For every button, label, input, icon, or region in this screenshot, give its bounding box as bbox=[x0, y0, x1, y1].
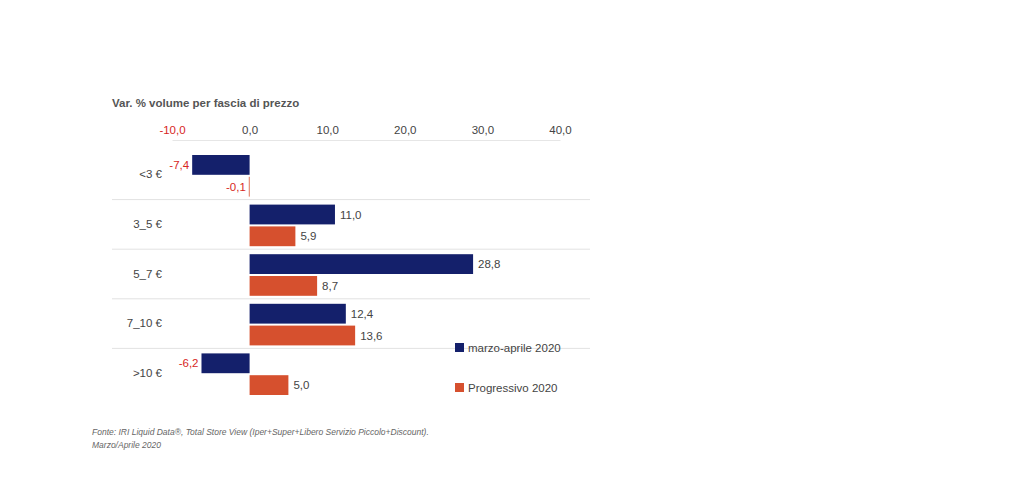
y-axis: <3 € 3_5 € 5_7 € 7_10 € >10 € bbox=[127, 168, 172, 378]
x-tick-label: -10,0 bbox=[159, 124, 185, 136]
data-label: 5,9 bbox=[300, 230, 316, 242]
bar bbox=[201, 353, 249, 373]
x-tick: 30,0 bbox=[472, 124, 494, 140]
legend-label: Progressivo 2020 bbox=[468, 382, 558, 394]
y-tick-label: 7_10 € bbox=[127, 317, 163, 329]
x-tick-label: 30,0 bbox=[472, 124, 494, 136]
x-axis: -10,0 0,0 10,0 20,0 30,0 40,0 bbox=[159, 124, 571, 141]
bar bbox=[250, 276, 318, 296]
bar bbox=[248, 177, 250, 197]
data-label: 8,7 bbox=[322, 280, 338, 292]
row-separator bbox=[112, 298, 590, 299]
data-label: 11,0 bbox=[340, 209, 362, 221]
x-tick-label: 20,0 bbox=[394, 124, 416, 136]
row-separators bbox=[112, 200, 590, 349]
y-tick: <3 € bbox=[139, 168, 172, 180]
legend-swatch bbox=[455, 343, 464, 352]
data-labels: -7,4 11,0 28,8 12,4 -6,2 -0,1 5,9 8,7 13,6 5,0 bbox=[169, 159, 500, 391]
source-note: Fonte: IRI Liquid Data®, Total Store Vie… bbox=[92, 427, 429, 450]
x-tick: -10,0 bbox=[159, 124, 185, 140]
annotation: Marzo/Aprile 2020 bbox=[92, 440, 161, 450]
data-label: -7,4 bbox=[169, 159, 189, 171]
row-separator bbox=[112, 199, 590, 200]
y-tick-label: <3 € bbox=[139, 168, 162, 180]
data-label: 12,4 bbox=[351, 308, 374, 320]
data-label: 13,6 bbox=[360, 330, 382, 342]
x-axis-line bbox=[173, 140, 561, 141]
data-label: 28,8 bbox=[478, 258, 500, 270]
data-label: -6,2 bbox=[179, 357, 199, 369]
bar bbox=[250, 205, 335, 225]
legend-label: marzo-aprile 2020 bbox=[468, 342, 561, 354]
annotation: Fonte: IRI Liquid Data®, Total Store Vie… bbox=[92, 427, 429, 437]
chart-title: Var. % volume per fascia di prezzo bbox=[112, 97, 299, 109]
y-tick: 3_5 € bbox=[133, 218, 172, 230]
bars bbox=[192, 155, 473, 395]
bar-series bbox=[192, 155, 473, 373]
row-separator bbox=[112, 249, 590, 250]
bar bbox=[250, 304, 346, 324]
bar bbox=[250, 375, 289, 395]
data-label: 5,0 bbox=[293, 379, 309, 391]
data-label: -0,1 bbox=[226, 181, 246, 193]
x-tick: 20,0 bbox=[394, 124, 416, 140]
x-tick-label: 0,0 bbox=[242, 124, 258, 136]
y-tick-label: >10 € bbox=[133, 367, 163, 379]
x-tick: 40,0 bbox=[549, 124, 571, 140]
x-tick-label: 10,0 bbox=[317, 124, 339, 136]
bar bbox=[250, 254, 473, 274]
legend: marzo-aprile 2020 Progressivo 2020 bbox=[455, 342, 561, 394]
bar bbox=[192, 155, 249, 175]
x-tick: 0,0 bbox=[242, 124, 258, 140]
y-tick-label: 3_5 € bbox=[133, 218, 162, 230]
bar bbox=[250, 326, 356, 346]
y-tick: 5_7 € bbox=[133, 268, 172, 280]
y-tick-label: 5_7 € bbox=[133, 268, 162, 280]
legend-swatch bbox=[455, 383, 464, 392]
bar bbox=[250, 226, 296, 246]
x-tick-label: 40,0 bbox=[549, 124, 571, 136]
chart: Var. % volume per fascia di prezzo -10,0 0… bbox=[0, 0, 1024, 488]
y-tick: >10 € bbox=[133, 367, 172, 379]
y-tick: 7_10 € bbox=[127, 317, 172, 329]
x-tick: 10,0 bbox=[317, 124, 339, 140]
